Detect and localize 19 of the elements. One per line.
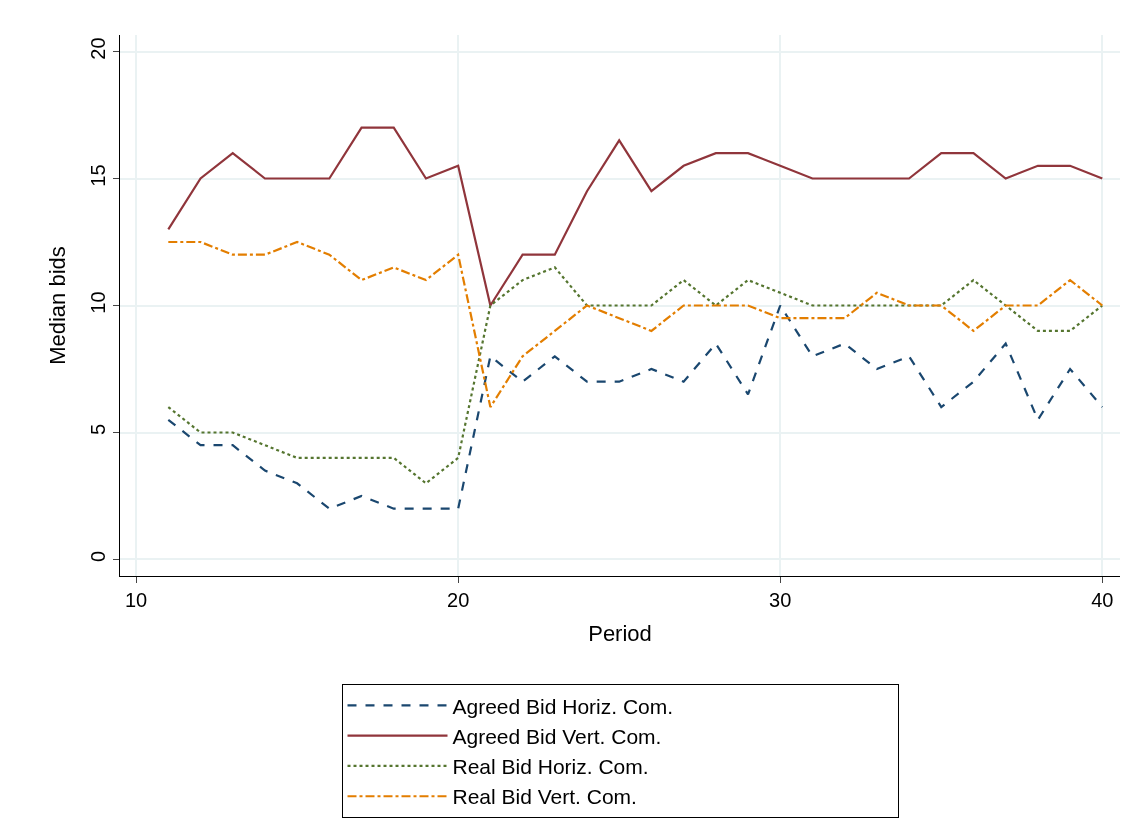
line-series bbox=[167, 240, 1104, 409]
y-tick-label: 0 bbox=[87, 550, 109, 563]
y-axis-title: Median bids bbox=[44, 246, 70, 365]
x-axis-title: Period bbox=[588, 620, 652, 646]
legend-label: Agreed Bid Vert. Com. bbox=[452, 724, 662, 748]
line-series bbox=[167, 304, 1104, 510]
x-tick-label: 20 bbox=[447, 589, 470, 611]
line-series bbox=[167, 126, 1104, 307]
legend-label: Real Bid Horiz. Com. bbox=[452, 755, 649, 779]
x-tick-label: 40 bbox=[1091, 589, 1114, 611]
legend-label: Agreed Bid Horiz. Com. bbox=[452, 694, 674, 718]
x-tick-label: 10 bbox=[124, 589, 148, 611]
y-tick-label: 5 bbox=[87, 423, 109, 436]
line-series bbox=[167, 266, 1104, 485]
legend-label: Real Bid Vert. Com. bbox=[452, 785, 637, 809]
x-tick-label: 30 bbox=[769, 589, 792, 611]
y-tick-label: 15 bbox=[87, 164, 109, 187]
y-tick-label: 10 bbox=[87, 291, 109, 314]
y-tick-label: 20 bbox=[87, 37, 109, 60]
